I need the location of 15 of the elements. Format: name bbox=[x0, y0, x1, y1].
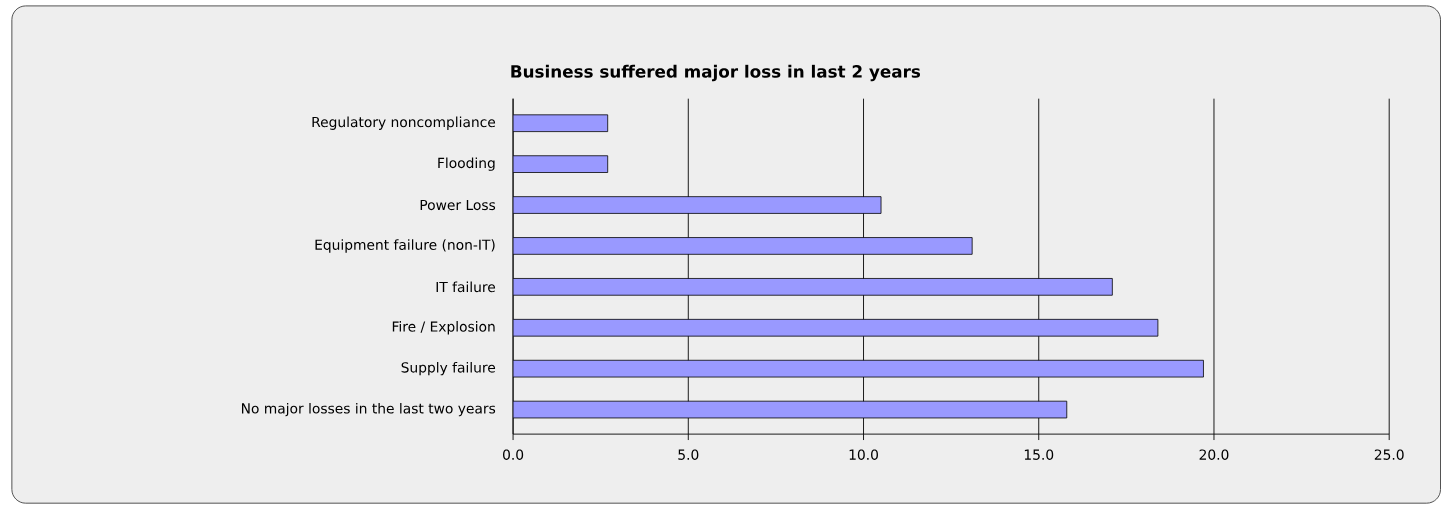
x-tick-label: 0.0 bbox=[503, 449, 524, 460]
y-tick-label: Fire / Explosion bbox=[392, 321, 495, 335]
x-tick-label: 10.0 bbox=[849, 449, 878, 460]
y-tick-label: No major losses in the last two years bbox=[242, 402, 496, 417]
y-tick-label: Equipment failure (non-IT) bbox=[315, 239, 495, 253]
x-tick-label: 5.0 bbox=[678, 449, 699, 460]
y-tick-label: Flooding bbox=[438, 157, 495, 171]
y-tick-label: Supply failure bbox=[401, 361, 496, 376]
y-tick-label: Regulatory noncompliance bbox=[312, 116, 496, 130]
y-tick-label: Power Loss bbox=[420, 199, 496, 211]
y-tick-label: IT failure bbox=[436, 281, 496, 293]
chart-title: Business suffered major loss in last 2 years bbox=[511, 64, 921, 82]
x-tick-label: 15.0 bbox=[1024, 449, 1054, 460]
x-tick-label: 20.0 bbox=[1199, 449, 1229, 460]
x-tick-label: 25.0 bbox=[1374, 449, 1404, 460]
